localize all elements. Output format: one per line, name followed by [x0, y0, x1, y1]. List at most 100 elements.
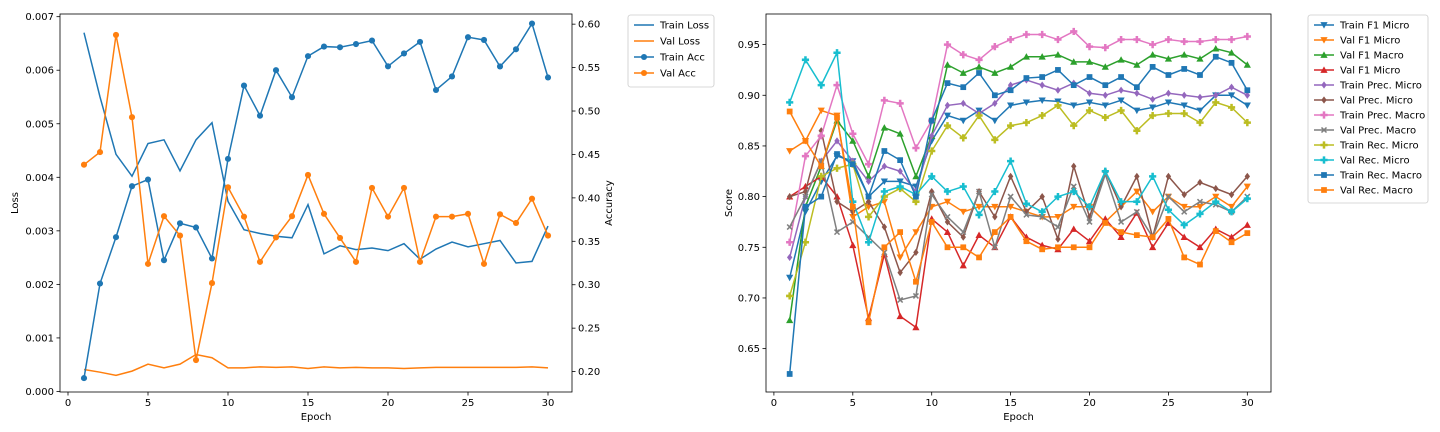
point-train-prec-micro — [897, 167, 903, 175]
legend-marker — [1320, 66, 1328, 73]
point-val-f1-macro — [880, 124, 888, 131]
point-val-f1-macro — [1164, 55, 1173, 62]
point-val-rec-macro — [1023, 238, 1030, 245]
point-train-rec-micro — [1243, 119, 1251, 127]
legend-item: Val Rec. Micro — [1314, 156, 1410, 167]
point-train-prec-micro — [1149, 95, 1156, 103]
line-val-acc — [83, 34, 549, 361]
point-train-rec-macro — [1149, 64, 1156, 70]
point-val-rec-macro — [881, 244, 888, 251]
point-train-prec-micro — [1039, 81, 1045, 89]
point-train-f1-micro — [1022, 99, 1030, 106]
point-val-f1-micro — [1180, 233, 1188, 241]
point-val-prec-micro — [1213, 184, 1219, 193]
point-val-acc — [464, 210, 472, 217]
legend-marker — [1321, 96, 1327, 104]
y2-axis-label: Accuracy — [604, 180, 615, 226]
point-val-f1-micro — [912, 229, 920, 236]
series-val-loss — [83, 353, 549, 377]
point-train-prec-macro — [833, 81, 841, 89]
point-train-prec-macro — [975, 56, 983, 64]
point-train-acc — [80, 375, 88, 382]
point-train-rec-macro — [849, 161, 856, 168]
point-train-rec-micro — [1133, 127, 1141, 135]
point-train-rec-micro — [833, 164, 841, 172]
point-val-f1-micro — [1196, 203, 1204, 211]
chart-loss-accuracy: 0 5 10 15 20 25 30 0.000 0.001 0.002 0.003 0.004 0.0… — [10, 12, 715, 423]
point-val-f1-macro — [1180, 51, 1188, 58]
y-tick-label: 0.001 — [25, 333, 54, 344]
series-val-rec-macro — [786, 108, 1251, 326]
point-train-acc — [208, 255, 216, 262]
point-train-acc — [288, 94, 296, 101]
y-tick-label: 0.80 — [738, 192, 760, 203]
point-val-f1-macro — [786, 316, 794, 324]
point-val-prec-macro — [897, 296, 904, 304]
point-train-prec-micro — [1228, 83, 1235, 91]
point-train-prec-macro — [1085, 43, 1094, 51]
series-train-acc — [80, 20, 552, 382]
point-train-acc — [368, 37, 376, 44]
point-val-prec-micro — [1134, 172, 1140, 180]
point-val-f1-macro — [1117, 56, 1125, 63]
point-train-rec-micro — [1085, 106, 1094, 115]
point-val-acc — [304, 171, 312, 179]
point-train-prec-macro — [786, 238, 794, 246]
point-train-rec-micro — [943, 122, 952, 130]
point-train-acc — [544, 74, 552, 81]
point-train-rec-micro — [880, 193, 888, 201]
point-train-rec-micro — [864, 213, 873, 221]
axes: 0 5 10 15 20 25 30 0.000 0.001 0.002 0.003 0.004 0.0… — [10, 12, 615, 423]
point-val-acc — [544, 232, 552, 239]
point-val-f1-micro — [943, 198, 952, 206]
point-train-f1-micro — [1054, 98, 1062, 105]
legend-marker — [1320, 37, 1328, 44]
point-train-prec-micro — [1007, 81, 1014, 89]
point-val-prec-micro — [1039, 193, 1045, 201]
point-train-prec-macro — [1212, 35, 1220, 44]
point-train-rec-macro — [1070, 82, 1077, 89]
point-val-rec-macro — [818, 163, 825, 170]
point-val-rec-macro — [1070, 244, 1077, 251]
point-train-f1-micro — [1164, 99, 1173, 106]
point-val-f1-macro — [1070, 58, 1078, 65]
legend-item: Train Prec. Micro — [1314, 81, 1422, 92]
point-val-prec-micro — [1181, 190, 1187, 199]
point-val-prec-macro — [1196, 198, 1204, 205]
point-val-rec-micro — [1133, 198, 1141, 206]
x-tick-label: 10 — [925, 398, 938, 409]
legend-marker — [1320, 111, 1328, 119]
line-val-rec-micro — [788, 50, 1248, 245]
line-val-f1-macro — [788, 47, 1248, 321]
point-train-acc — [528, 20, 536, 27]
point-val-acc — [288, 213, 296, 220]
point-val-rec-macro — [944, 244, 951, 251]
point-val-rec-micro — [1101, 167, 1109, 175]
point-val-f1-macro — [1149, 51, 1157, 58]
legend-item: Val Loss — [634, 37, 700, 48]
y2-tick-label: 0.50 — [578, 107, 600, 118]
point-val-rec-macro — [865, 319, 872, 326]
point-train-prec-macro — [1180, 37, 1188, 46]
point-val-prec-micro — [913, 248, 919, 256]
legend-marker — [1320, 126, 1328, 134]
point-val-acc — [240, 213, 248, 220]
legend-item: Val F1 Macro — [1314, 51, 1404, 62]
point-train-f1-micro — [880, 178, 888, 186]
point-val-rec-macro — [1086, 244, 1093, 251]
point-val-prec-micro — [992, 213, 998, 221]
legend-marker — [640, 69, 648, 77]
point-val-prec-micro — [1244, 172, 1251, 180]
point-train-f1-micro — [1196, 107, 1204, 115]
point-train-rec-micro — [817, 172, 825, 180]
legend-label: Val Rec. Macro — [1340, 186, 1413, 197]
legend-item: Train Acc — [634, 53, 705, 64]
point-train-rec-micro — [801, 238, 810, 246]
point-train-prec-macro — [1164, 35, 1173, 44]
point-val-rec-micro — [1022, 200, 1030, 208]
legend-marker — [1321, 172, 1327, 178]
point-train-prec-macro — [864, 160, 873, 168]
point-val-prec-micro — [1071, 162, 1077, 170]
point-val-rec-micro — [991, 187, 999, 196]
y2-tick-label: 0.45 — [578, 150, 600, 161]
